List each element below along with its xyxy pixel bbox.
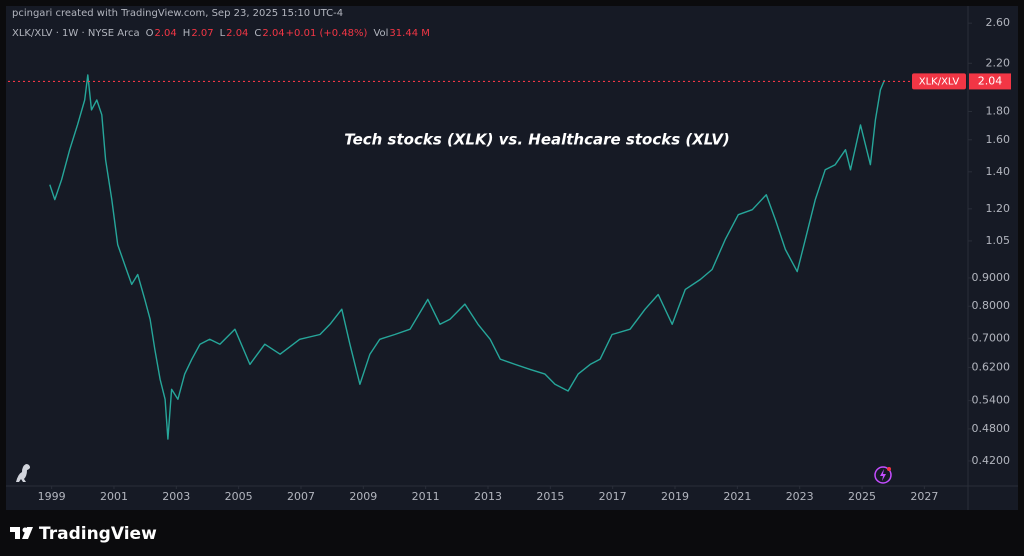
x-tick-label: 2017 (599, 490, 627, 503)
x-tick-label: 2007 (287, 490, 315, 503)
legend-item: 2.04 (262, 28, 284, 39)
last-price-name: XLK/XLV (919, 76, 960, 87)
logo-dot (22, 527, 28, 533)
y-tick-label: 2.20 (986, 56, 1011, 69)
alert-icon[interactable] (874, 466, 892, 484)
attribution: pcingari created with TradingView.com, S… (12, 8, 343, 19)
x-tick-label: 2019 (661, 490, 689, 503)
legend-item: XLK/XLV · 1W · NYSE Arca (12, 28, 140, 39)
x-tick-label: 2005 (225, 490, 253, 503)
x-tick-label: 2001 (100, 490, 128, 503)
last-price-label: 2.04 (978, 74, 1003, 87)
y-tick-label: 0.8000 (972, 299, 1011, 312)
x-tick-label: 2011 (412, 490, 440, 503)
alert-bolt (880, 469, 886, 481)
legend-item: 2.04 (226, 28, 248, 39)
legend-item: H (183, 28, 191, 39)
y-tick-label: 0.9000 (972, 271, 1011, 284)
last-price-box (969, 73, 1011, 90)
x-tick-label: 2027 (910, 490, 938, 503)
annotation: Tech stocks (XLK) vs. Healthcare stocks … (344, 131, 729, 149)
y-tick-label: 1.60 (986, 133, 1011, 146)
y-tick-label: 0.4800 (972, 422, 1011, 435)
y-tick-label: 1.80 (986, 104, 1011, 117)
legend-item: Vol (373, 28, 388, 39)
y-tick-label: 0.5400 (972, 394, 1011, 407)
x-tick-label: 2021 (723, 490, 751, 503)
legend-item: 2.04 (155, 28, 177, 39)
y-tick-label: 0.6200 (972, 360, 1011, 373)
legend-item: 2.07 (191, 28, 213, 39)
legend-item: C (254, 28, 261, 39)
x-tick-label: 1999 (38, 490, 66, 503)
price-line (49, 74, 886, 440)
legend-item: L (220, 28, 226, 39)
legend: XLK/XLV · 1W · NYSE Arca O 2.04 H 2.07 L 2.04 C… (12, 28, 430, 39)
legend-item: O (146, 28, 154, 39)
x-tick-label: 2003 (162, 490, 190, 503)
x-tick-label: 2009 (349, 490, 377, 503)
y-tick-label: 0.4200 (972, 454, 1011, 467)
y-tick-label: 1.20 (986, 202, 1011, 215)
y-tick-label: 2.60 (986, 16, 1011, 29)
chart-panel (6, 6, 1018, 510)
last-price-name-box (912, 73, 966, 90)
x-tick-label: 2025 (848, 490, 876, 503)
x-tick-label: 2013 (474, 490, 502, 503)
footer-logo[interactable]: TradingView (39, 524, 157, 544)
legend-item: 31.44 M (389, 28, 429, 39)
dino-icon (16, 464, 30, 482)
x-tick-label: 2023 (786, 490, 814, 503)
alert-dot (887, 467, 891, 471)
y-tick-label: 1.40 (986, 165, 1011, 178)
y-tick-label: 0.7000 (972, 331, 1011, 344)
x-tick-label: 2015 (536, 490, 564, 503)
legend-item: +0.01 (+0.48%) (286, 28, 368, 39)
y-tick-label: 1.05 (986, 234, 1011, 247)
